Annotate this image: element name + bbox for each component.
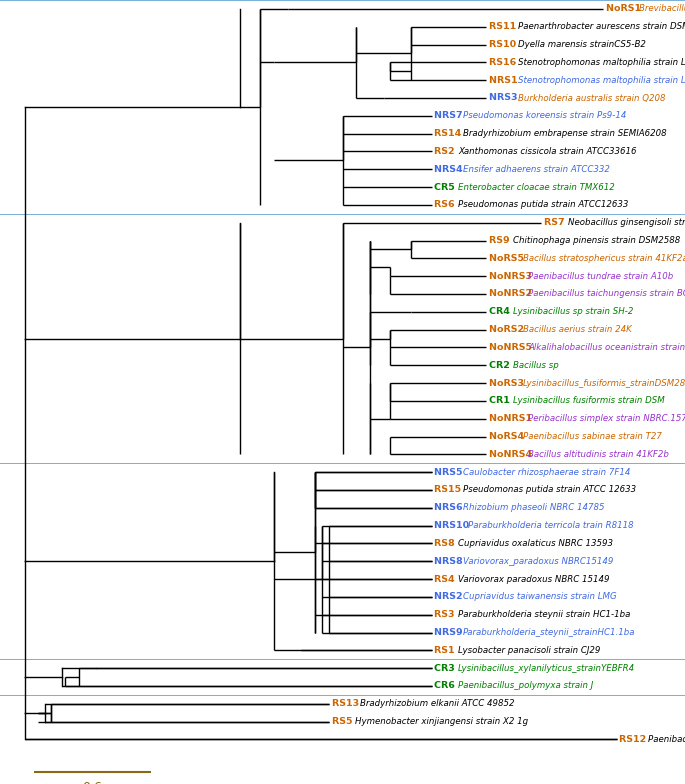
Text: Variovorax_paradoxus NBRC15149: Variovorax_paradoxus NBRC15149 [463,557,614,566]
Text: RS1: RS1 [434,646,458,655]
Text: Lysinibacillus_xylanilyticus_strainYEBFR4: Lysinibacillus_xylanilyticus_strainYEBFR… [458,664,635,673]
Text: Hymenobacter xinjiangensi strain X2 1g: Hymenobacter xinjiangensi strain X2 1g [355,717,528,726]
Text: NoNRS1: NoNRS1 [489,414,536,423]
Text: Peribacillus simplex strain NBRC.15720=DSM1321: Peribacillus simplex strain NBRC.15720=D… [528,414,685,423]
Text: CR4: CR4 [489,307,513,316]
Text: RS9: RS9 [489,236,513,245]
Text: Burkholderia australis strain Q208: Burkholderia australis strain Q208 [518,93,665,103]
Text: Paraburkholderia_steynii_strainHC1.1ba: Paraburkholderia_steynii_strainHC1.1ba [463,628,636,637]
Text: RS11: RS11 [489,22,520,31]
Text: Lysinibacillus sp strain SH-2: Lysinibacillus sp strain SH-2 [512,307,633,316]
Text: Pseudomonas putida strain ATCC 12633: Pseudomonas putida strain ATCC 12633 [463,485,636,495]
Text: NoNRS4: NoNRS4 [489,450,536,459]
Text: Caulobacter rhizosphaerae strain 7F14: Caulobacter rhizosphaerae strain 7F14 [463,468,630,477]
Text: CR5: CR5 [434,183,458,191]
Text: 0.6: 0.6 [82,782,103,784]
Text: Variovorax paradoxus NBRC 15149: Variovorax paradoxus NBRC 15149 [458,575,610,583]
Text: NoRS5: NoRS5 [489,254,527,263]
Text: Bradyrhizobium elkanii ATCC 49852: Bradyrhizobium elkanii ATCC 49852 [360,699,515,708]
Text: Rhizobium phaseoli NBRC 14785: Rhizobium phaseoli NBRC 14785 [463,503,605,512]
Text: RS6: RS6 [434,201,458,209]
Text: NRS3: NRS3 [489,93,521,103]
Text: Lysinibacillus_fusiformis_strainDSM2898: Lysinibacillus_fusiformis_strainDSM2898 [523,379,685,387]
Text: RS5: RS5 [332,717,356,726]
Text: NoNRS2: NoNRS2 [489,289,536,299]
Text: NoRS4: NoRS4 [489,432,527,441]
Text: NRS8: NRS8 [434,557,466,566]
Text: Enterobacter cloacae strain TMX612: Enterobacter cloacae strain TMX612 [458,183,614,191]
Text: RS14: RS14 [434,129,465,138]
Text: Bacillus sp: Bacillus sp [512,361,558,370]
Text: RS16: RS16 [489,58,520,67]
Text: NRS4: NRS4 [434,165,466,174]
Text: Paenibacillus sabinae strain T27: Paenibacillus sabinae strain T27 [523,432,662,441]
Text: Paenibacillus maysiensis strain1.49: Paenibacillus maysiensis strain1.49 [648,735,685,744]
Text: NoRS1: NoRS1 [606,5,644,13]
Text: Paraburkholderia steynii strain HC1-1ba: Paraburkholderia steynii strain HC1-1ba [458,610,630,619]
Text: RS3: RS3 [434,610,458,619]
Text: RS8: RS8 [434,539,458,548]
Text: NRS10: NRS10 [434,521,473,530]
Text: Xanthomonas cissicola strain ATCC33616: Xanthomonas cissicola strain ATCC33616 [458,147,636,156]
Text: Stenotrophomonas maltophilia strain LMG958: Stenotrophomonas maltophilia strain LMG9… [518,58,685,67]
Text: RS4: RS4 [434,575,458,583]
Text: NRS9: NRS9 [434,628,466,637]
Text: Paenibacillus taichungensis strain BCRC 17757: Paenibacillus taichungensis strain BCRC … [528,289,685,299]
Text: NRS2: NRS2 [434,593,466,601]
Text: NoRS2: NoRS2 [489,325,527,334]
Text: NRS1: NRS1 [489,76,521,85]
Text: Pseudomonas koreensis strain Ps9-14: Pseudomonas koreensis strain Ps9-14 [463,111,627,120]
Text: Paenibacillus_polymyxa strain J: Paenibacillus_polymyxa strain J [458,681,593,691]
Text: NoNRS5: NoNRS5 [489,343,536,352]
Text: NRS6: NRS6 [434,503,466,512]
Text: Paenarthrobacter aurescens strain DSM 20116: Paenarthrobacter aurescens strain DSM 20… [518,22,685,31]
Text: Paenibacillus tundrae strain A10b: Paenibacillus tundrae strain A10b [528,272,673,281]
Text: Ensifer adhaerens strain ATCC332: Ensifer adhaerens strain ATCC332 [463,165,610,174]
Text: NoRS3: NoRS3 [489,379,527,387]
Text: Lysobacter panacisoli strain CJ29: Lysobacter panacisoli strain CJ29 [458,646,600,655]
Text: Cupriavidus taiwanensis strain LMG: Cupriavidus taiwanensis strain LMG [463,593,616,601]
Text: CR2: CR2 [489,361,513,370]
Text: NoNRS3: NoNRS3 [489,272,536,281]
Text: Paraburkholderia terricola train R8118: Paraburkholderia terricola train R8118 [469,521,634,530]
Text: CR1: CR1 [489,397,513,405]
Text: RS13: RS13 [332,699,362,708]
Text: Bacillus aerius strain 24K: Bacillus aerius strain 24K [523,325,632,334]
Text: RS15: RS15 [434,485,464,495]
Text: RS7: RS7 [544,218,568,227]
Text: Dyella marensis strainCS5-B2: Dyella marensis strainCS5-B2 [518,40,646,49]
Text: Chitinophaga pinensis strain DSM2588: Chitinophaga pinensis strain DSM2588 [512,236,680,245]
Text: NRS7: NRS7 [434,111,466,120]
Text: Neobacillus ginsengisoli strain DCY53: Neobacillus ginsengisoli strain DCY53 [567,218,685,227]
Text: RS2: RS2 [434,147,458,156]
Text: CR3: CR3 [434,664,458,673]
Text: Cupriavidus oxalaticus NBRC 13593: Cupriavidus oxalaticus NBRC 13593 [458,539,613,548]
Text: Lysinibacillus fusiformis strain DSM: Lysinibacillus fusiformis strain DSM [512,397,664,405]
Text: RS10: RS10 [489,40,519,49]
Text: Bacillus stratosphericus strain 41KF2a: Bacillus stratosphericus strain 41KF2a [523,254,685,263]
Text: Bradyrhizobium embrapense strain SEMIA6208: Bradyrhizobium embrapense strain SEMIA62… [463,129,667,138]
Text: NRS5: NRS5 [434,468,466,477]
Text: Stenotrophomonas maltophilia strain LMG958: Stenotrophomonas maltophilia strain LMG9… [518,76,685,85]
Text: Pseudomonas putida strain ATCC12633: Pseudomonas putida strain ATCC12633 [458,201,628,209]
Text: Alkalihalobacillus oceanistrain strain SW 109: Alkalihalobacillus oceanistrain strain S… [528,343,685,352]
Text: Brevibacillus brevis: Brevibacillus brevis [639,5,685,13]
Text: Bacillus altitudinis strain 41KF2b: Bacillus altitudinis strain 41KF2b [528,450,669,459]
Text: CR6: CR6 [434,681,458,691]
Text: RS12: RS12 [619,735,650,744]
